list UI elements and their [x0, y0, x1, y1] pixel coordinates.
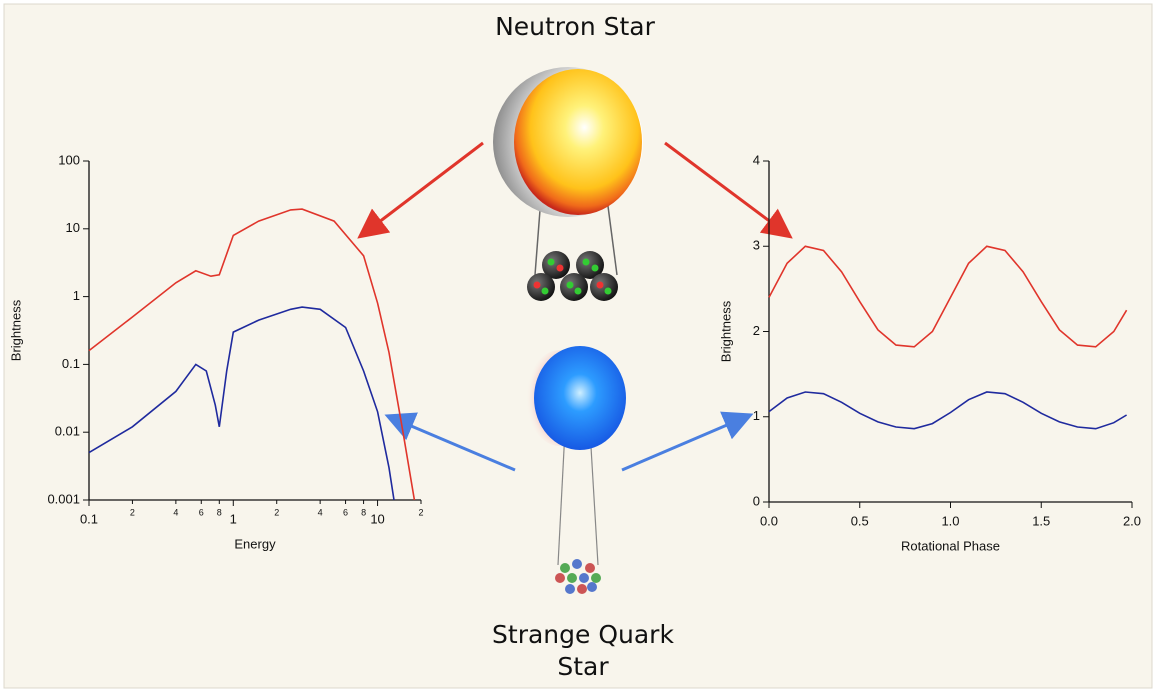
strange-star-label: Strange Quark	[492, 620, 674, 649]
x-tick-label: 2	[130, 507, 135, 517]
series-line	[768, 391, 1128, 430]
x-tick-label: 2.0	[1123, 513, 1141, 528]
x-tick-label: 8	[217, 507, 222, 517]
x-tick-label: 1.0	[941, 513, 959, 528]
y-tick-label: 10	[66, 220, 80, 235]
y-tick-label: 4	[753, 152, 760, 167]
y-tick-label: 0.01	[55, 424, 80, 439]
y-tick-label: 3	[753, 238, 760, 253]
y-tick-label: 2	[753, 323, 760, 338]
series-line	[88, 208, 416, 501]
strange-star-label: Star	[557, 652, 609, 681]
series-line	[88, 306, 395, 501]
x-tick-label: 2	[274, 507, 279, 517]
x-tick-label: 0.1	[80, 511, 98, 526]
x-tick-label: 6	[199, 507, 204, 517]
arrows	[357, 141, 793, 472]
x-tick-label: 4	[318, 507, 323, 517]
y-tick-label: 1	[73, 288, 80, 303]
neutron-star-illustration	[493, 67, 643, 301]
y-tick-label: 0.001	[47, 491, 80, 506]
y-tick-label: 100	[58, 152, 80, 167]
x-tick-label: 1.5	[1032, 513, 1050, 528]
y-axis-label: Brightness	[8, 299, 23, 361]
x-tick-label: 1	[230, 511, 237, 526]
x-axis-label: Rotational Phase	[901, 538, 1000, 553]
series-line	[768, 245, 1128, 348]
x-tick-label: 2	[418, 507, 423, 517]
y-axis-label: Brightness	[718, 300, 733, 362]
x-tick-label: 6	[343, 507, 348, 517]
x-tick-label: 0.0	[760, 513, 778, 528]
neutron-star-label: Neutron Star	[495, 12, 656, 41]
x-tick-label: 4	[173, 507, 178, 517]
x-tick-label: 0.5	[851, 513, 869, 528]
x-axis-label: Energy	[234, 536, 276, 551]
x-tick-label: 8	[361, 507, 366, 517]
x-tick-label: 10	[370, 511, 384, 526]
strange-star-illustration	[526, 346, 626, 594]
y-tick-label: 0	[753, 493, 760, 508]
y-tick-label: 0.1	[62, 356, 80, 371]
y-tick-label: 1	[753, 408, 760, 423]
